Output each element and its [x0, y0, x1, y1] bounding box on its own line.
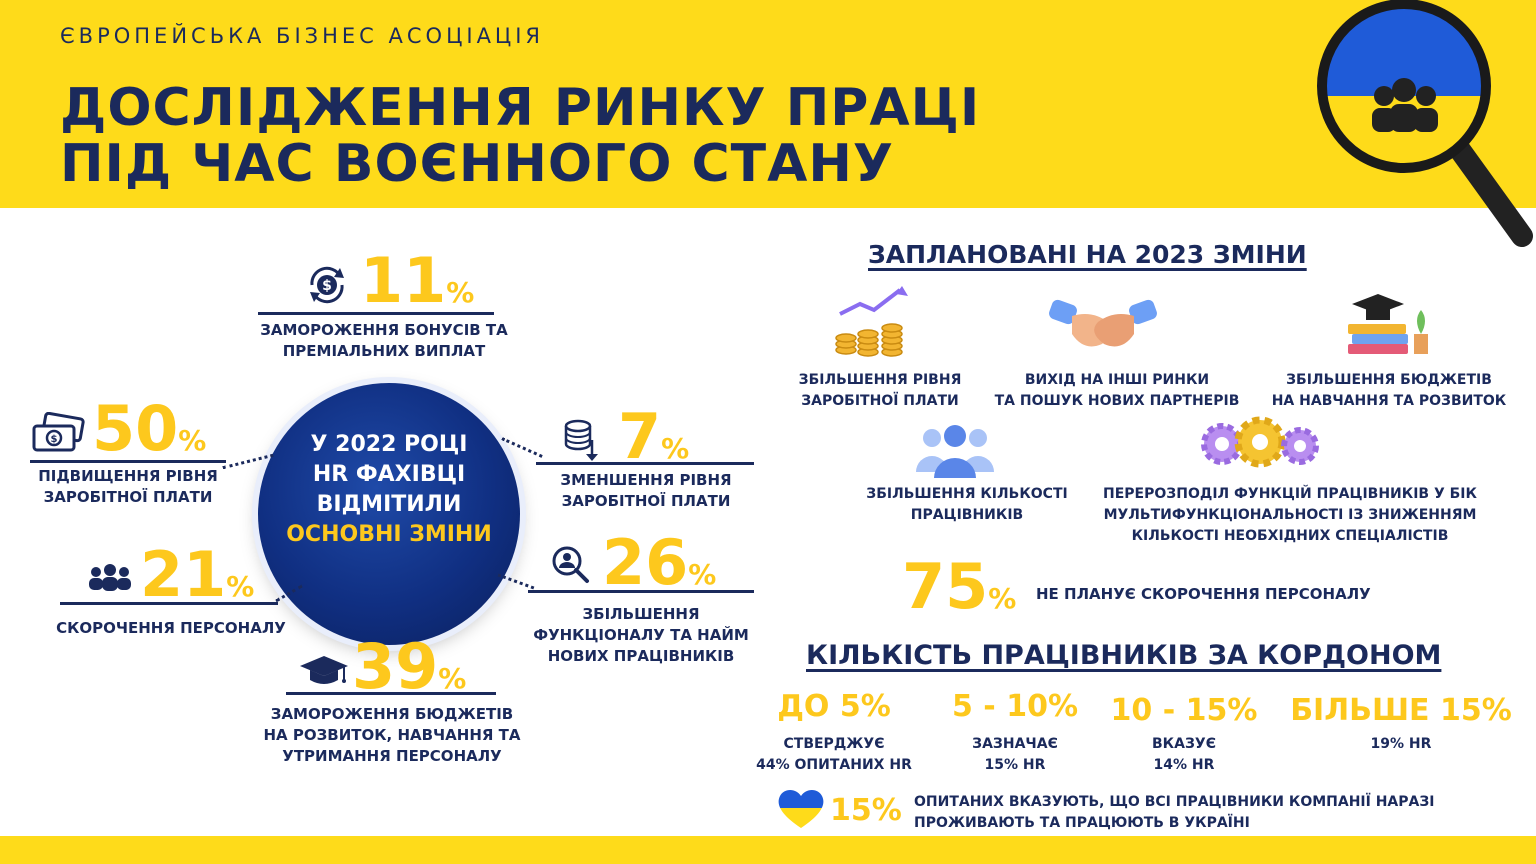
dollar-refresh-icon: $: [302, 262, 352, 308]
planned-item-salary: ЗБІЛЬШЕННЯ РІВНЯ ЗАРОБІТНОЇ ПЛАТИ: [798, 372, 962, 409]
stat-21-label: СКОРОЧЕННЯ ПЕРСОНАЛУ: [56, 619, 286, 637]
coins-down-icon: [562, 418, 598, 462]
planned-section-title: ЗАПЛАНОВАНІ НА 2023 ЗМІНИ: [868, 240, 1307, 269]
abroad-range-2: 5 - 10%: [951, 689, 1079, 724]
stat-39-percent: 39%: [352, 630, 467, 703]
magnifier-icon: [1300, 0, 1536, 250]
planned-item-education: ЗБІЛЬШЕННЯ БЮДЖЕТІВ НА НАВЧАННЯ ТА РОЗВИТ…: [1271, 372, 1507, 409]
stat-11-percent: 11%: [360, 244, 475, 317]
abroad-range-1: ДО 5%: [777, 689, 891, 724]
center-circle-text: У 2022 РОЦІ HR ФАХІВЦІ ВІДМІТИЛИ ОСНОВНІ…: [286, 432, 492, 547]
abroad-desc-3: ВКАЗУЄ 14% HR: [1152, 736, 1216, 773]
stat-50-percent: 50%: [92, 392, 207, 465]
footer-banner: [0, 836, 1536, 864]
stat-7-percent: 7%: [618, 400, 690, 473]
people-group-icon: [86, 564, 134, 594]
center-circle: [258, 383, 520, 645]
stat-50-label: ПІДВИЩЕННЯ РІВНЯ ЗАРОБІТНОЇ ПЛАТИ: [38, 467, 218, 506]
abroad-range-4: БІЛЬШЕ 15%: [1290, 693, 1512, 728]
stat-26-label: ЗБІЛЬШЕННЯ ФУНКЦІОНАЛУ ТА НАЙМ НОВИХ ПРАЦІ…: [533, 605, 749, 665]
page-title: ДОСЛІДЖЕННЯ РИНКУ ПРАЦІ ПІД ЧАС ВОЄННОГО…: [60, 80, 980, 192]
stat-39-label: ЗАМОРОЖЕННЯ БЮДЖЕТІВ НА РОЗВИТОК, НАВЧАНН…: [263, 705, 521, 765]
abroad-desc-1: СТВЕРДЖУЄ 44% ОПИТАНИХ HR: [756, 736, 912, 773]
team-icon: [910, 424, 1000, 480]
person-search-icon: [550, 544, 590, 584]
divider: [258, 312, 494, 315]
divider: [536, 462, 754, 465]
title-line-2: ПІД ЧАС ВОЄННОГО СТАНУ: [60, 134, 894, 194]
abroad-desc-2: ЗАЗНАЧАЄ 15% HR: [972, 736, 1058, 773]
stat-7-label: ЗМЕНШЕННЯ РІВНЯ ЗАРОБІТНОЇ ПЛАТИ: [560, 471, 732, 510]
stat-26-percent: 26%: [602, 526, 717, 599]
handshake-icon: [1048, 290, 1158, 360]
divider: [60, 602, 278, 605]
divider: [286, 692, 496, 695]
organization-name: ЄВРОПЕЙСЬКА БІЗНЕС АСОЦІАЦІЯ: [60, 24, 545, 48]
planned-item-redistribution: ПЕРЕРОЗПОДІЛ ФУНКЦІЙ ПРАЦІВНИКІВ У БІК МУ…: [1103, 486, 1477, 544]
planned-item-headcount: ЗБІЛЬШЕННЯ КІЛЬКОСТІ ПРАЦІВНИКІВ: [866, 486, 1068, 523]
planned-item-markets: ВИХІД НА ІНШІ РИНКИ ТА ПОШУК НОВИХ ПАРТНЕ…: [994, 372, 1240, 409]
stat-21-percent: 21%: [140, 538, 255, 611]
stat-11-label: ЗАМОРОЖЕННЯ БОНУСІВ ТА ПРЕМІАЛЬНИХ ВИПЛАТ: [260, 321, 508, 360]
title-line-1: ДОСЛІДЖЕННЯ РИНКУ ПРАЦІ: [60, 78, 981, 138]
money-bills-icon: $: [30, 412, 86, 456]
gears-icon: [1196, 414, 1322, 480]
no-cut-text: НЕ ПЛАНУЄ СКОРОЧЕННЯ ПЕРСОНАЛУ: [1036, 585, 1371, 603]
svg-text:$: $: [51, 434, 58, 445]
header-banner: [0, 0, 1536, 208]
abroad-section-title: КІЛЬКІСТЬ ПРАЦІВНИКІВ ЗА КОРДОНОМ: [806, 640, 1442, 671]
abroad-desc-4: 19% HR: [1370, 736, 1432, 752]
divider: [30, 460, 226, 463]
stat-75-percent: 75%: [902, 550, 1017, 623]
coins-growth-icon: [830, 284, 914, 364]
svg-text:$: $: [322, 278, 332, 294]
connector-line: [497, 573, 535, 590]
books-cap-icon: [1338, 290, 1434, 360]
ukraine-percent: 15%: [830, 793, 902, 828]
graduation-cap-icon: [298, 654, 350, 688]
ukraine-text: ОПИТАНИХ ВКАЗУЮТЬ, ЩО ВСІ ПРАЦІВНИКИ КОМ…: [914, 794, 1435, 831]
ukraine-heart-icon: [776, 786, 826, 830]
divider: [528, 590, 754, 593]
abroad-range-3: 10 - 15%: [1110, 693, 1258, 728]
